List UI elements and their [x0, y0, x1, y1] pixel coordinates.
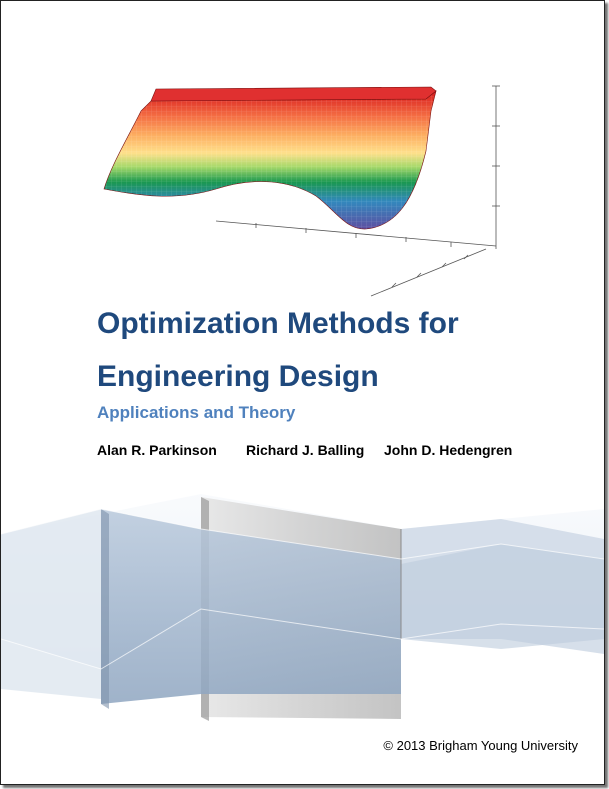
surface-plot-illustration: [103, 85, 500, 297]
author-3: John D. Hedengren: [384, 442, 513, 458]
subtitle: Applications and Theory: [97, 403, 296, 422]
title-line-1: Optimization Methods for: [97, 307, 459, 340]
author-2: Richard J. Balling: [246, 442, 365, 458]
plot-axes: [215, 85, 500, 297]
author-1: Alan R. Parkinson: [97, 442, 217, 458]
title-line-2: Engineering Design: [97, 360, 379, 393]
copyright-notice: © 2013 Brigham Young University: [383, 738, 578, 753]
decorative-glass-band: [1, 494, 604, 721]
